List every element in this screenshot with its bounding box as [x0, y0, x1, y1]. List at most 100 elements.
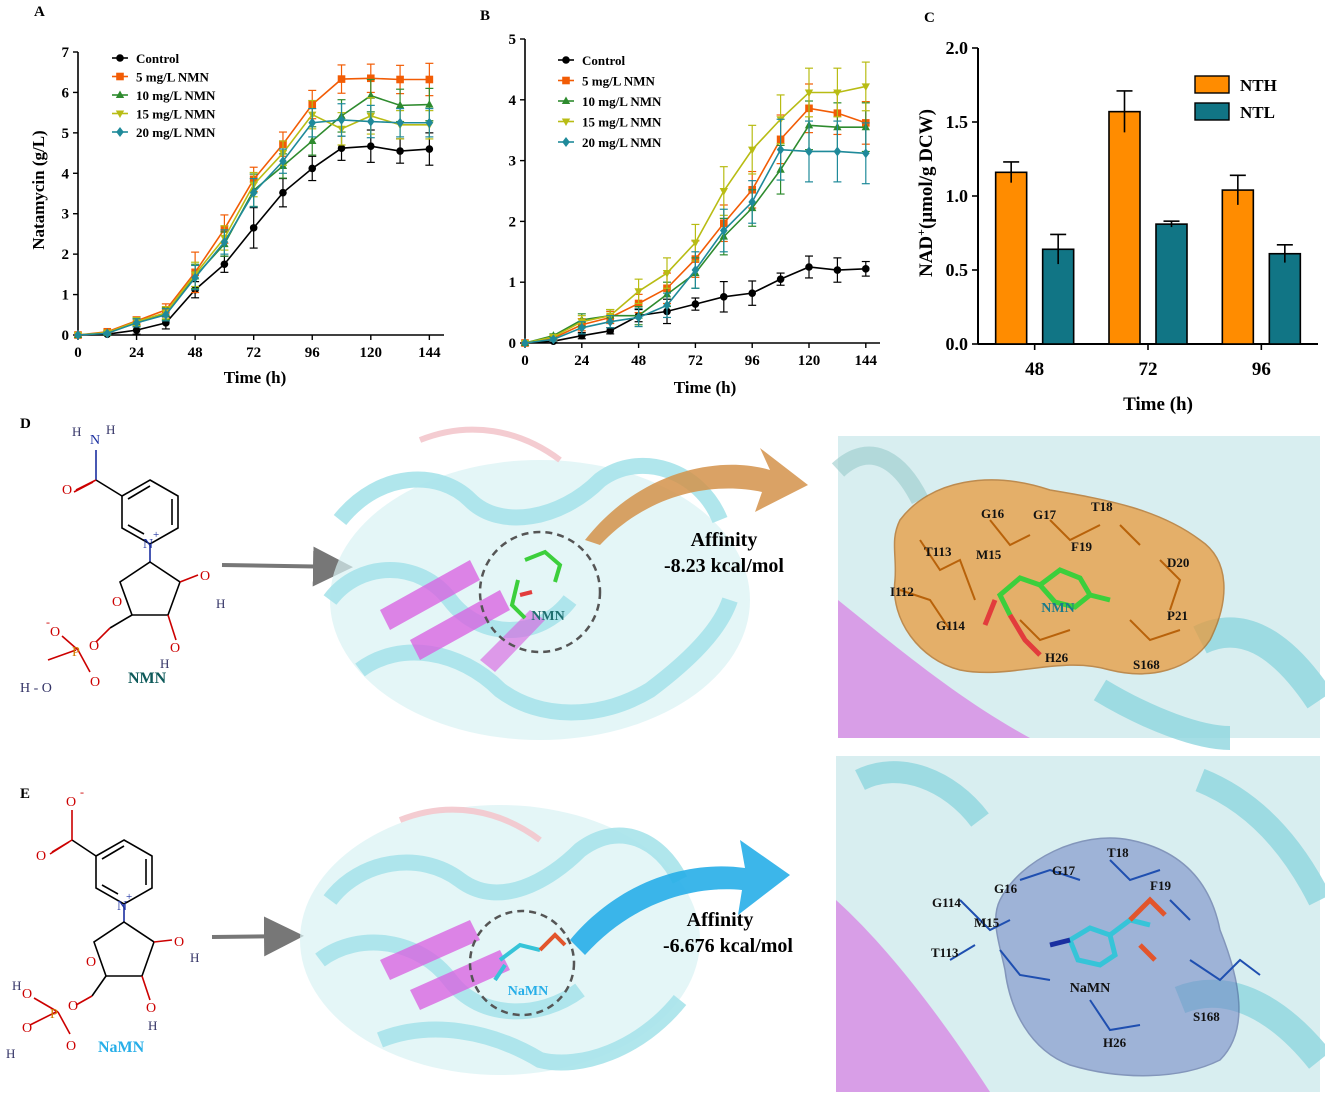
- chart-c-x-tick-label: 72: [1139, 359, 1158, 380]
- chart-b-legend-label: 10 mg/L NMN: [582, 94, 662, 109]
- zoom-e-residue-label: G16: [994, 881, 1018, 896]
- chart-a-point: [396, 117, 404, 128]
- chart-b-legend-label: 5 mg/L NMN: [582, 74, 656, 89]
- nmn-amide-h2: H: [106, 422, 115, 437]
- chart-a-point: [308, 164, 317, 173]
- chart-b-point: [720, 292, 728, 301]
- nmn-ribose-ring: [119, 561, 181, 616]
- chart-a-point: [425, 145, 434, 153]
- nmn-phosphate-o-minus: O: [50, 625, 60, 640]
- chart-c-bar: [1221, 189, 1255, 345]
- chart-b-point: [804, 89, 814, 98]
- chart-a-point: [249, 224, 258, 232]
- chart-b-legend-marker: [562, 56, 570, 64]
- zoom-e-residue-label: T18: [1107, 845, 1129, 860]
- namn-ligand-small: [493, 932, 567, 982]
- chart-a-point: [395, 100, 405, 109]
- chart-b-point: [861, 83, 870, 91]
- nmn-phosphate-o-double: O: [90, 675, 100, 690]
- nmn-phosphate-minus: -: [46, 615, 50, 629]
- chart-b-point: [606, 316, 614, 327]
- nmn-oh3-h: H: [160, 656, 169, 671]
- chart-c-y-tick-label: 2.0: [946, 38, 969, 58]
- chart-a-point: [74, 330, 82, 340]
- zoom-panel-d: [831, 436, 1325, 750]
- chart-b-x-tick-label: 0: [521, 353, 529, 369]
- chart-b-point: [691, 300, 700, 308]
- chart-a-point: [279, 156, 287, 167]
- chart-b-y-tick-label: 4: [509, 93, 517, 109]
- namn-ring-n: N: [117, 899, 127, 914]
- chart-a-point: [249, 187, 258, 198]
- chart-a-x-tick-label: 120: [360, 345, 383, 361]
- chart-a-point: [337, 114, 346, 125]
- chart-b-legend-marker: [562, 137, 570, 147]
- chart-b-point: [634, 312, 643, 323]
- chart-b-y-tick-label: 3: [509, 154, 517, 170]
- chart-b-legend-marker: [561, 96, 571, 105]
- namn-phosphate-h3: H: [6, 1046, 15, 1061]
- zoom-arrow-e: [570, 840, 790, 955]
- chart-b-point: [521, 338, 529, 348]
- chart-b-y-tick-label: 1: [509, 275, 517, 291]
- chart-c-legend-swatch: [1194, 102, 1230, 121]
- chart-a-legend-label: 20 mg/L NMN: [136, 125, 216, 140]
- chart-c-legend-label: NTH: [1240, 76, 1277, 95]
- residues-e: G17 T18 G16 F19 G114 M15 T113 S168 H26: [931, 845, 1220, 1050]
- chart-b-point: [748, 197, 756, 207]
- chart-b-point: [805, 263, 813, 271]
- zoom-e-residue-label: H26: [1103, 1035, 1127, 1050]
- chart-c-xlabel: Time (h): [1123, 394, 1193, 415]
- chart-a-y-tick-label: 7: [62, 45, 70, 61]
- chart-b-legend-label: Control: [582, 53, 625, 68]
- namn-oh2-h: H: [190, 950, 199, 965]
- namn-carbonyl-o: O: [36, 849, 46, 864]
- chart-b-legend-marker: [562, 76, 570, 85]
- chart-a-point: [162, 309, 170, 320]
- chart-a-point: [279, 188, 287, 197]
- chart-b-x-tick-label: 144: [855, 353, 878, 369]
- chart-b-point: [691, 265, 700, 275]
- chart-a-point: [220, 237, 229, 247]
- chart-b-point: [606, 327, 614, 335]
- chart-a-point: [366, 91, 375, 99]
- chart-a-legend-marker: [116, 127, 124, 137]
- namn-oh3-o: O: [146, 1001, 156, 1016]
- chart-a-point: [103, 328, 112, 339]
- zoom-panel-e: [836, 756, 1325, 1092]
- namn-ring-plus: +: [126, 891, 132, 903]
- chart-b-point: [578, 322, 586, 333]
- chart-b-point: [748, 146, 757, 155]
- chart-b-point: [720, 225, 728, 236]
- nmn-phosphorus: P: [72, 645, 80, 660]
- chart-b-y-tick-label: 2: [509, 214, 517, 230]
- chart-a-x-tick-label: 96: [305, 345, 321, 361]
- chart-a-point: [425, 117, 434, 128]
- chart-a-y-tick-label: 4: [62, 166, 70, 182]
- chart-a-series: [73, 62, 434, 340]
- zoom-d-residue-label: G114: [936, 618, 965, 633]
- zoom-e-residue-label: G114: [932, 895, 961, 910]
- zoom-e-residue-label: S168: [1193, 1009, 1220, 1024]
- nmn-ribose-o: O: [112, 595, 122, 610]
- panel-a: A 0 24 48 72 96 120 144 0 1 2 3 4 5 6 7 Control 5 mg/L …: [29, 4, 444, 387]
- namn-ribose-o: O: [86, 955, 96, 970]
- zoom-d-residue-label: D20: [1167, 555, 1189, 570]
- zoom-e-residue-label: F19: [1150, 878, 1171, 893]
- chart-c-bar: [1268, 252, 1302, 345]
- namn-phosphate-o2: O: [66, 1039, 76, 1054]
- chart-a-point: [396, 75, 404, 84]
- chart-b-y-tick-label: 0: [509, 336, 517, 352]
- panel-letter-e: E: [20, 786, 30, 802]
- chart-c-legend: NTH NTL: [1194, 75, 1277, 122]
- chart-b-point: [833, 266, 842, 274]
- chart-a-xlabel: Time (h): [224, 368, 287, 387]
- namn-phosphate-h1: H: [12, 978, 21, 993]
- panel-letter-c: C: [924, 10, 935, 26]
- chart-b-xlabel: Time (h): [674, 378, 737, 397]
- panel-letter-d: D: [20, 416, 31, 432]
- chart-a-point: [132, 326, 141, 334]
- namn-phosphate-o1: O: [22, 987, 32, 1002]
- chart-c-legend-swatch: [1194, 75, 1230, 94]
